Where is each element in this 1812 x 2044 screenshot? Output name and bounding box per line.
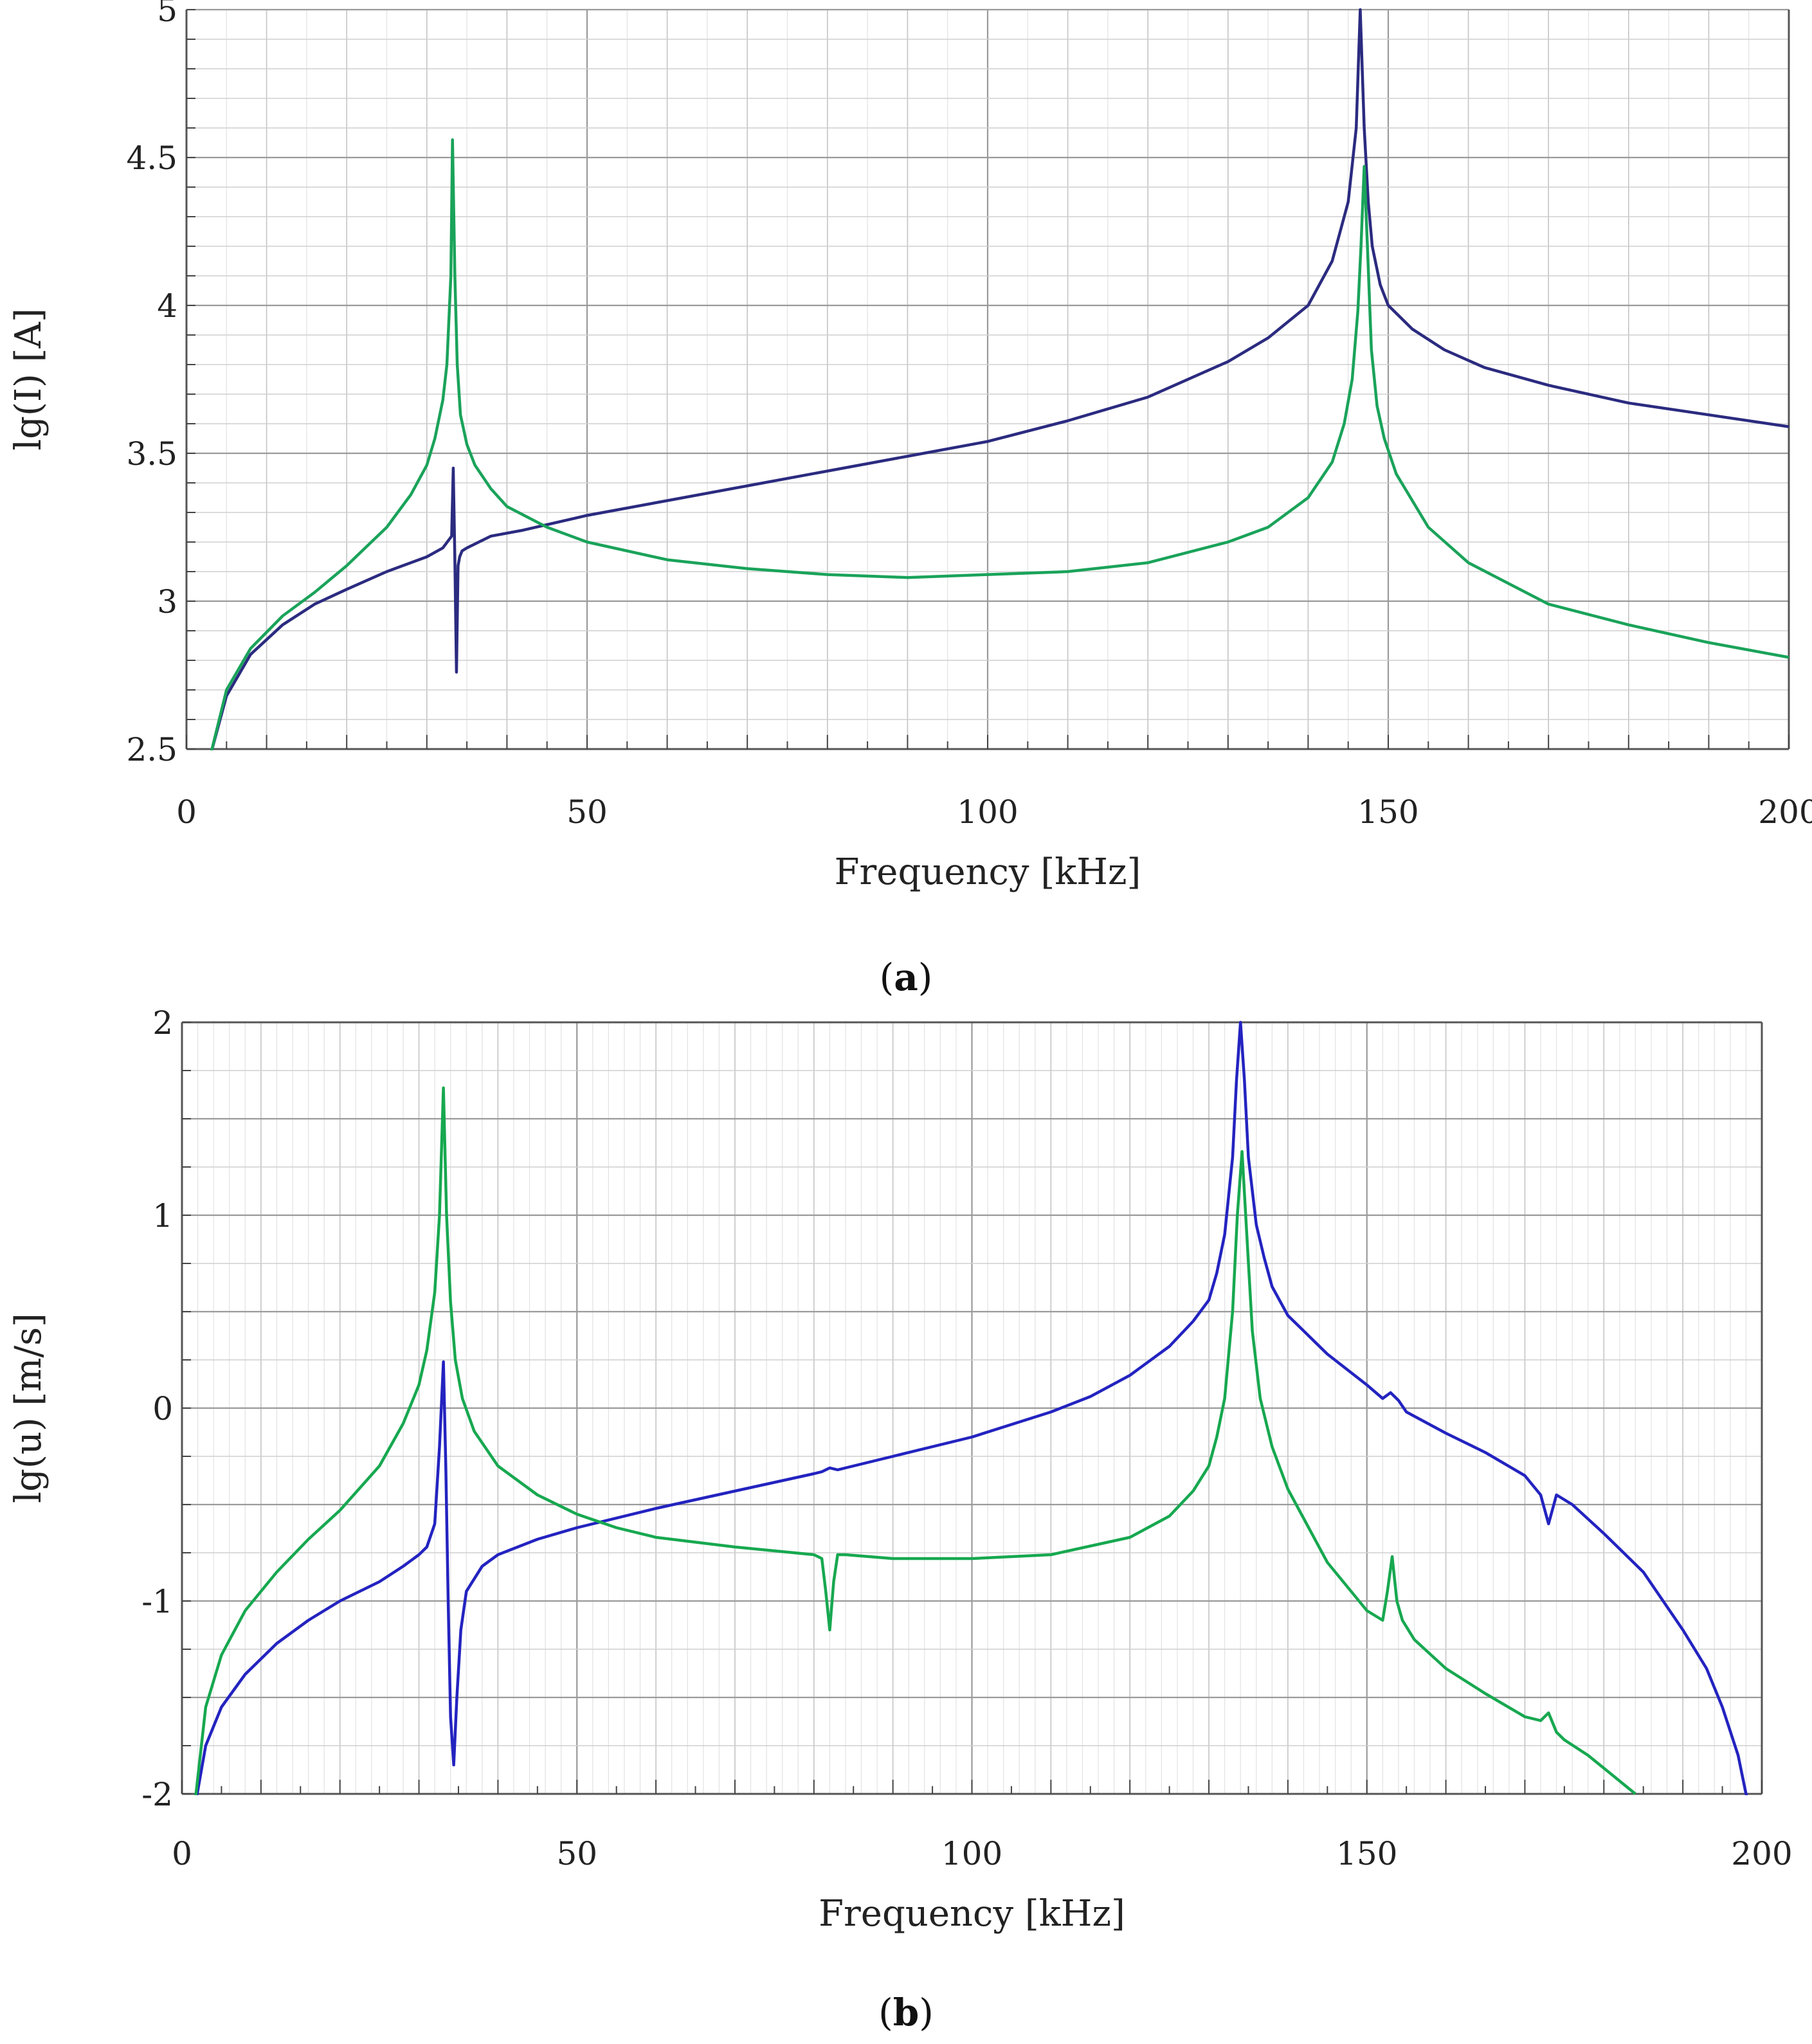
y-tick-label: 0 (152, 1390, 173, 1427)
y-axis-label: lg(u) [m/s] (8, 1313, 50, 1503)
caption-paren-open: ( (880, 955, 894, 999)
x-tick-label: 100 (957, 793, 1018, 831)
x-tick-label: 200 (1731, 1835, 1792, 1872)
panel-caption: (b) (878, 1991, 934, 2034)
x-axis-label: Frequency [kHz] (835, 851, 1141, 893)
x-tick-label: 50 (566, 793, 608, 831)
caption-paren-open: ( (878, 1991, 893, 2034)
x-tick-label: 150 (1357, 793, 1418, 831)
grid (185, 8, 1790, 750)
caption-letter: b (893, 1991, 920, 2034)
y-tick-label: 4 (157, 287, 177, 325)
caption-letter: a (894, 955, 918, 999)
caption-paren-close: ) (918, 955, 933, 999)
series-blue-line (209, 8, 1789, 755)
x-tick-label: 100 (941, 1835, 1002, 1872)
x-tick-label: 200 (1758, 793, 1812, 831)
series-blue-line (192, 1020, 1755, 1823)
series-green-line (192, 1086, 1636, 1814)
clip-mask (185, 750, 1790, 789)
x-tick-label: 150 (1336, 1835, 1397, 1872)
y-tick-label: 5 (157, 0, 177, 29)
y-tick-label: 3 (157, 583, 177, 620)
x-axis-label: Frequency [kHz] (819, 1893, 1125, 1935)
x-tick-label: 50 (556, 1835, 597, 1872)
y-tick-label: 1 (152, 1197, 173, 1235)
caption-paren-close: ) (919, 1991, 934, 2034)
y-tick-label: 3.5 (126, 435, 177, 473)
y-axis-label: lg(I) [A] (8, 308, 50, 451)
x-tick-label: 0 (172, 1835, 192, 1872)
y-tick-label: 2.5 (126, 731, 177, 768)
y-tick-label: 2 (152, 1004, 173, 1042)
y-tick-label: 4.5 (126, 140, 177, 177)
x-tick-label: 0 (176, 793, 197, 831)
grid (181, 1021, 1763, 1795)
y-tick-label: -2 (141, 1776, 173, 1813)
y-tick-label: -1 (141, 1583, 173, 1620)
chart-b: 0 50 100 150 200 -2 -1 0 1 2 Frequency [kHz] lg(u) … (8, 1004, 1793, 2034)
chart-a: 0 50 100 150 200 2.5 3 3.5 4 4.5 5 Frequency [kHz] l… (8, 0, 1812, 999)
panel-caption: (a) (880, 955, 933, 999)
clip-mask (181, 1795, 1763, 1834)
series-green-line (209, 138, 1789, 755)
